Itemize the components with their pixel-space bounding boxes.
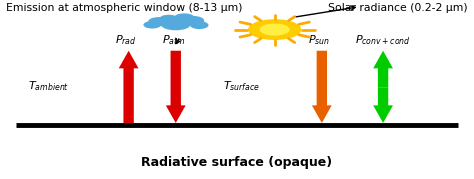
Circle shape bbox=[191, 22, 208, 28]
FancyArrow shape bbox=[373, 88, 393, 123]
Circle shape bbox=[260, 24, 289, 35]
Circle shape bbox=[249, 20, 301, 39]
Circle shape bbox=[160, 16, 177, 22]
Circle shape bbox=[181, 16, 203, 25]
Text: Radiative surface (opaque): Radiative surface (opaque) bbox=[141, 156, 333, 169]
Circle shape bbox=[144, 22, 160, 28]
Text: $T_{surface}$: $T_{surface}$ bbox=[223, 79, 260, 93]
FancyArrow shape bbox=[312, 51, 332, 123]
Circle shape bbox=[162, 19, 190, 30]
Text: $P_{atm}$: $P_{atm}$ bbox=[162, 33, 185, 47]
FancyArrow shape bbox=[166, 51, 186, 123]
Circle shape bbox=[175, 14, 194, 21]
Text: $T_{ambient}$: $T_{ambient}$ bbox=[28, 79, 69, 93]
Circle shape bbox=[149, 18, 170, 26]
Text: Solar radiance (0.2-2 μm): Solar radiance (0.2-2 μm) bbox=[328, 3, 468, 13]
FancyArrow shape bbox=[118, 51, 138, 123]
Text: $P_{conv+cond}$: $P_{conv+cond}$ bbox=[355, 33, 411, 47]
FancyArrow shape bbox=[373, 51, 393, 88]
Text: Emission at atmospheric window (8-13 μm): Emission at atmospheric window (8-13 μm) bbox=[6, 3, 243, 13]
Text: $P_{sun}$: $P_{sun}$ bbox=[309, 33, 330, 47]
Text: $P_{rad}$: $P_{rad}$ bbox=[116, 33, 137, 47]
